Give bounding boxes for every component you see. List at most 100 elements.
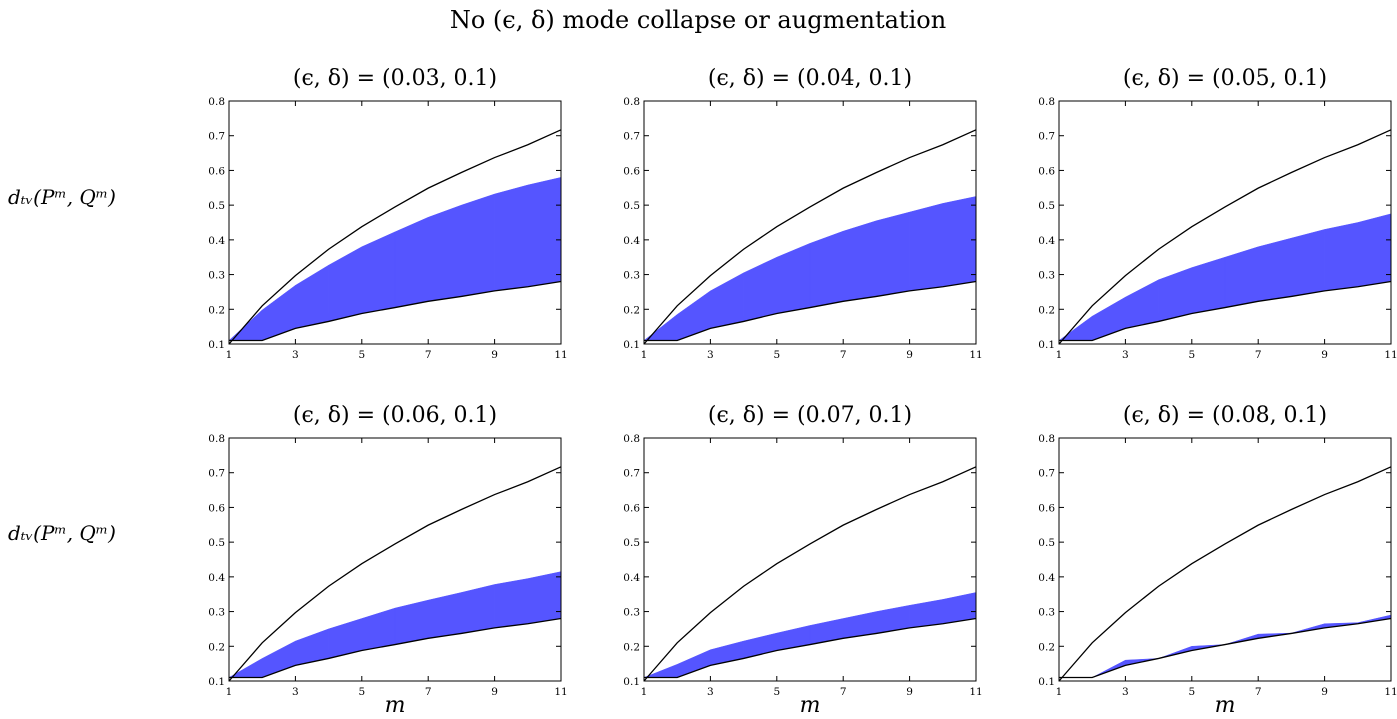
y-tick-label: 0.3	[1038, 607, 1055, 619]
x-tick-label: 5	[773, 349, 780, 361]
x-tick-label: 9	[1321, 686, 1328, 698]
x-tick-label: 7	[840, 686, 847, 698]
chart-panel-3: (ϵ, δ) = (0.05, 0.1) 0.1 0.2 0.3 0.4 0.5 0.6 0.…	[1038, 66, 1397, 361]
y-tick-label: 0.3	[208, 270, 225, 282]
lower-bound-line	[229, 617, 562, 679]
band-segment	[427, 592, 462, 639]
x-tick-label: 11	[554, 686, 567, 698]
x-tick-label: 5	[358, 686, 365, 698]
y-tick-label: 0.7	[1038, 468, 1055, 480]
band-segment	[494, 578, 529, 629]
x-tick-label: 11	[969, 349, 982, 361]
band-segment	[261, 284, 296, 341]
band-segment	[676, 290, 711, 341]
band-segment	[743, 256, 778, 322]
band-segment	[1125, 279, 1159, 329]
y-tick-label: 0.2	[208, 304, 225, 316]
figure-suptitle: No (ϵ, δ) mode collapse or augmentation	[450, 6, 946, 34]
x-axis-label: m	[800, 693, 821, 718]
y-tick-label: 0.4	[623, 572, 640, 584]
y-tick-label: 0.1	[208, 339, 225, 351]
band-segment	[1158, 267, 1193, 322]
axes-frame	[643, 437, 977, 682]
axes-frame	[1058, 100, 1392, 345]
y-tick-label: 0.4	[623, 235, 640, 247]
y-tick-label: 0.8	[623, 96, 640, 108]
x-tick-label: 7	[840, 349, 847, 361]
y-tick-label: 0.6	[208, 165, 225, 177]
band-segment	[461, 584, 495, 634]
band-segment	[494, 184, 529, 292]
lower-bound-line	[644, 617, 977, 679]
chart-panel-4: (ϵ, δ) = (0.06, 0.1) 0.1 0.2 0.3 0.4 0.5 0.6 0.…	[208, 403, 567, 718]
x-tick-label: 7	[425, 686, 432, 698]
x-tick-label: 11	[1384, 686, 1397, 698]
band-segment	[295, 264, 329, 329]
axes-frame	[1058, 437, 1392, 682]
band-segment	[427, 204, 462, 302]
y-tick-label: 0.7	[208, 131, 225, 143]
x-tick-label: 7	[1255, 349, 1262, 361]
y-tick-label: 0.5	[623, 200, 640, 212]
y-tick-label: 0.3	[208, 607, 225, 619]
panel-title: (ϵ, δ) = (0.04, 0.1)	[708, 66, 912, 91]
y-tick-label: 0.3	[623, 270, 640, 282]
band-segment	[328, 246, 363, 322]
x-tick-label: 3	[1122, 686, 1129, 698]
y-tick-label: 0.2	[1038, 304, 1055, 316]
x-tick-label: 11	[1384, 349, 1397, 361]
x-tick-label: 1	[1056, 686, 1063, 698]
y-tick-label: 0.7	[623, 468, 640, 480]
band-segment	[527, 571, 562, 625]
y-tick-label: 0.1	[208, 676, 225, 688]
y-tick-label: 0.8	[623, 433, 640, 445]
y-tick-label: 0.5	[208, 200, 225, 212]
x-tick-label: 9	[491, 686, 498, 698]
y-tick-label: 0.4	[208, 572, 225, 584]
x-tick-label: 5	[358, 349, 365, 361]
x-tick-label: 11	[554, 349, 567, 361]
band-segment	[1291, 229, 1325, 297]
band-segment	[809, 230, 844, 308]
y-tick-label: 0.7	[623, 131, 640, 143]
x-tick-label: 1	[1056, 349, 1063, 361]
upper-curve-line	[643, 466, 977, 682]
y-tick-label: 0.5	[1038, 537, 1055, 549]
x-tick-label: 3	[707, 349, 714, 361]
x-tick-label: 1	[226, 349, 233, 361]
band-segment	[809, 618, 844, 645]
y-tick-label: 0.8	[1038, 96, 1055, 108]
band-segment	[1092, 659, 1126, 678]
x-tick-label: 3	[292, 349, 299, 361]
y-tick-label: 0.6	[1038, 165, 1055, 177]
y-tick-label: 0.6	[1038, 502, 1055, 514]
panel-title: (ϵ, δ) = (0.06, 0.1)	[293, 403, 497, 428]
panel-title: (ϵ, δ) = (0.05, 0.1)	[1123, 66, 1327, 91]
x-tick-label: 11	[969, 686, 982, 698]
x-tick-label: 1	[641, 686, 648, 698]
y-tick-label: 0.1	[623, 676, 640, 688]
panel-grid: (ϵ, δ) = (0.03, 0.1) 0.1 0.2 0.3 0.4 0.5 0.6 0.…	[208, 66, 1397, 718]
y-tick-label: 0.7	[1038, 131, 1055, 143]
y-tick-label: 0.1	[1038, 339, 1055, 351]
lower-bound-line	[1059, 617, 1392, 679]
band-segment	[643, 313, 678, 341]
band-segment	[361, 607, 396, 651]
y-tick-label: 0.2	[1038, 641, 1055, 653]
band-segment	[909, 203, 944, 292]
y-tick-label: 0.4	[1038, 572, 1055, 584]
lower-bound-line	[1059, 280, 1392, 342]
band-segment	[1357, 213, 1392, 288]
band-segment	[676, 649, 711, 678]
chart-panel-2: (ϵ, δ) = (0.04, 0.1) 0.1 0.2 0.3 0.4 0.5 0.6 0.…	[623, 66, 982, 361]
y-tick-label: 0.8	[1038, 433, 1055, 445]
x-axis-label: m	[385, 693, 406, 718]
x-tick-label: 9	[1321, 349, 1328, 361]
y-tick-label: 0.2	[623, 304, 640, 316]
band-segment	[394, 216, 429, 308]
x-tick-label: 9	[906, 349, 913, 361]
y-tick-label: 0.6	[623, 502, 640, 514]
x-tick-label: 5	[1188, 686, 1195, 698]
row1-ylabel: dₜᵥ(Pᵐ, Qᵐ)	[8, 185, 116, 209]
band-segment	[1224, 246, 1259, 308]
